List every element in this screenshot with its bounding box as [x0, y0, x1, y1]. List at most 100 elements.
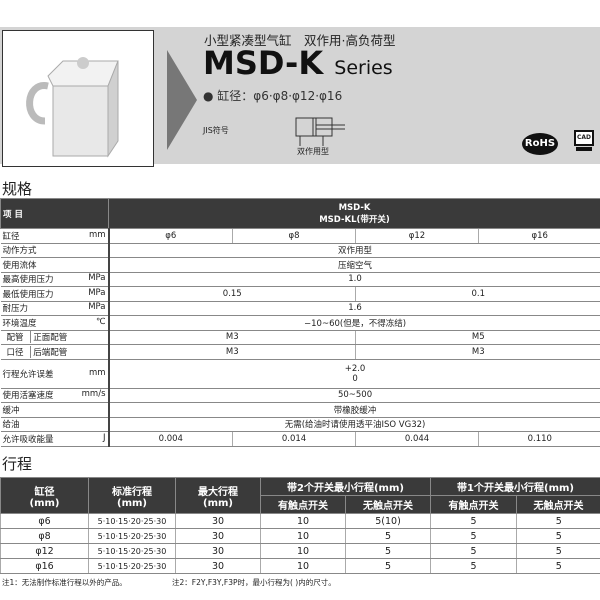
- model-header-switch: MSD-KL(带开关): [319, 214, 390, 225]
- col-two-switch: 带2个开关最小行程(mm): [259, 477, 432, 496]
- cell: 0.15: [108, 286, 356, 302]
- col-contact: 有触点开关: [260, 495, 346, 514]
- product-image: [2, 30, 154, 167]
- cell: M3: [108, 344, 356, 360]
- cell: 双作用型: [107, 243, 600, 258]
- row-label: 允许吸收能量: [2, 434, 54, 445]
- cell: φ12: [355, 228, 479, 244]
- port-front-label: 正面配管: [33, 333, 68, 344]
- row-label: 耐压力: [2, 304, 29, 315]
- col-std: 标准行程: [112, 486, 152, 498]
- col-noncontact: 无触点开关: [516, 495, 600, 514]
- cell: 30: [175, 513, 261, 529]
- cell: 5: [516, 513, 600, 529]
- cell: 50~500: [107, 388, 600, 403]
- unit: MPa: [88, 287, 106, 298]
- cell: φ8: [232, 228, 356, 244]
- cell: 10: [260, 513, 346, 529]
- unit: J: [102, 432, 106, 443]
- spec-row: 耐压力 MPa 1.6: [0, 301, 600, 316]
- port-label: 口径: [1, 345, 31, 358]
- row-label: 最低使用压力: [2, 289, 54, 300]
- cell: 5·10·15·20·25·30: [88, 513, 176, 529]
- cell: 5: [430, 513, 517, 529]
- unit: mm/s: [81, 389, 106, 400]
- cell: 5: [344, 528, 431, 544]
- cell: φ16: [0, 558, 89, 574]
- cell: 5: [344, 558, 431, 574]
- cell: 5: [430, 558, 517, 574]
- cad-icon: CAD: [574, 130, 594, 154]
- model-header: MSD-K: [338, 202, 371, 213]
- row-label: 给油: [2, 420, 20, 431]
- stroke-row: φ12 5·10·15·20·25·30 30 10 5 5 5: [0, 543, 600, 559]
- unit: mm: [88, 367, 106, 378]
- col-noncontact: 无触点开关: [344, 495, 432, 514]
- spec-row: 允许吸收能量 J 0.004 0.014 0.044 0.110: [0, 431, 600, 447]
- cell: 30: [175, 558, 261, 574]
- cell: 压缩空气: [107, 257, 600, 273]
- port-rear-label: 后端配管: [33, 347, 68, 358]
- cell: φ8: [0, 528, 89, 544]
- spec-title: 规格: [2, 180, 33, 198]
- port-label: 配管: [1, 331, 31, 344]
- jis-label: JIS符号: [203, 126, 229, 135]
- cell: M5: [354, 330, 600, 345]
- spec-row: 环境温度 ℃ −10~60(但是，不得冻结): [0, 315, 600, 331]
- col-max: 最大行程: [198, 486, 238, 498]
- spec-row: 最高使用压力 MPa 1.0: [0, 272, 600, 287]
- cell: 30: [175, 528, 261, 544]
- unit: mm: [88, 229, 106, 240]
- cell: 5: [430, 543, 517, 559]
- symbol-label: 双作用型: [297, 147, 329, 156]
- product-title: MSD-K Series: [203, 44, 393, 82]
- cell: 0.004: [108, 431, 233, 447]
- row-label: 环境温度: [2, 318, 37, 329]
- unit: (mm): [203, 497, 233, 509]
- stroke-table: 缸径 (mm) 标准行程 (mm) 最大行程 (mm) 带2个开关最小行程(mm) 带1个开关…: [0, 477, 600, 574]
- unit: (mm): [117, 497, 147, 509]
- stroke-row: φ6 5·10·15·20·25·30 30 10 5(10) 5 5: [0, 513, 600, 529]
- row-label: 动作方式: [2, 246, 37, 257]
- item-header: 项 目: [0, 198, 109, 229]
- cell: 带橡胶缓冲: [107, 402, 600, 418]
- cell: φ12: [0, 543, 89, 559]
- spec-row: 使用活塞速度 mm/s 50~500: [0, 388, 600, 403]
- cell: 1.0: [107, 272, 600, 287]
- arrow-decoration: [167, 50, 197, 150]
- unit: MPa: [88, 273, 106, 284]
- tol-lower: 0: [352, 373, 358, 384]
- col-bore: 缸径: [34, 486, 55, 498]
- row-label: 缸径: [2, 231, 20, 242]
- cell: φ16: [477, 228, 600, 244]
- cell: 1.6: [107, 301, 600, 316]
- spec-row: 动作方式 双作用型: [0, 243, 600, 258]
- cell: 30: [175, 543, 261, 559]
- series-label: Series: [334, 57, 393, 79]
- spec-row: 缓冲 带橡胶缓冲: [0, 402, 600, 418]
- bore-sizes: ● 缸径：φ6·φ8·φ12·φ16: [203, 89, 343, 103]
- col-contact: 有触点开关: [430, 495, 518, 514]
- unit: ℃: [95, 316, 106, 327]
- cell: M3: [354, 344, 600, 360]
- row-label: 使用活塞速度: [2, 391, 54, 402]
- cell: 5: [344, 543, 431, 559]
- note-2: 注2：F2Y,F3Y,F3P时，最小行程为( )内的尺寸。: [172, 578, 336, 587]
- rohs-badge: RoHS: [522, 133, 558, 155]
- cell: 0.110: [477, 431, 600, 447]
- product-subtitle: 小型紧凑型气缸 双作用·高负荷型: [204, 33, 396, 48]
- cell: φ6: [108, 228, 233, 244]
- col-one-switch: 带1个开关最小行程(mm): [430, 477, 600, 496]
- row-label: 最高使用压力: [2, 275, 54, 286]
- stroke-row: φ16 5·10·15·20·25·30 30 10 5 5 5: [0, 558, 600, 574]
- cell: 10: [260, 558, 346, 574]
- cell: 无需(给油时请使用透平油ISO VG32): [107, 417, 600, 432]
- cell: 0.044: [355, 431, 479, 447]
- cylinder-symbol-icon: [295, 117, 345, 146]
- cell: −10~60(但是，不得冻结): [107, 315, 600, 331]
- spec-row: 给油 无需(给油时请使用透平油ISO VG32): [0, 417, 600, 432]
- cell: 0.014: [232, 431, 356, 447]
- cell: 5·10·15·20·25·30: [88, 543, 176, 559]
- cell: 5(10): [344, 513, 431, 529]
- stroke-title: 行程: [2, 455, 33, 473]
